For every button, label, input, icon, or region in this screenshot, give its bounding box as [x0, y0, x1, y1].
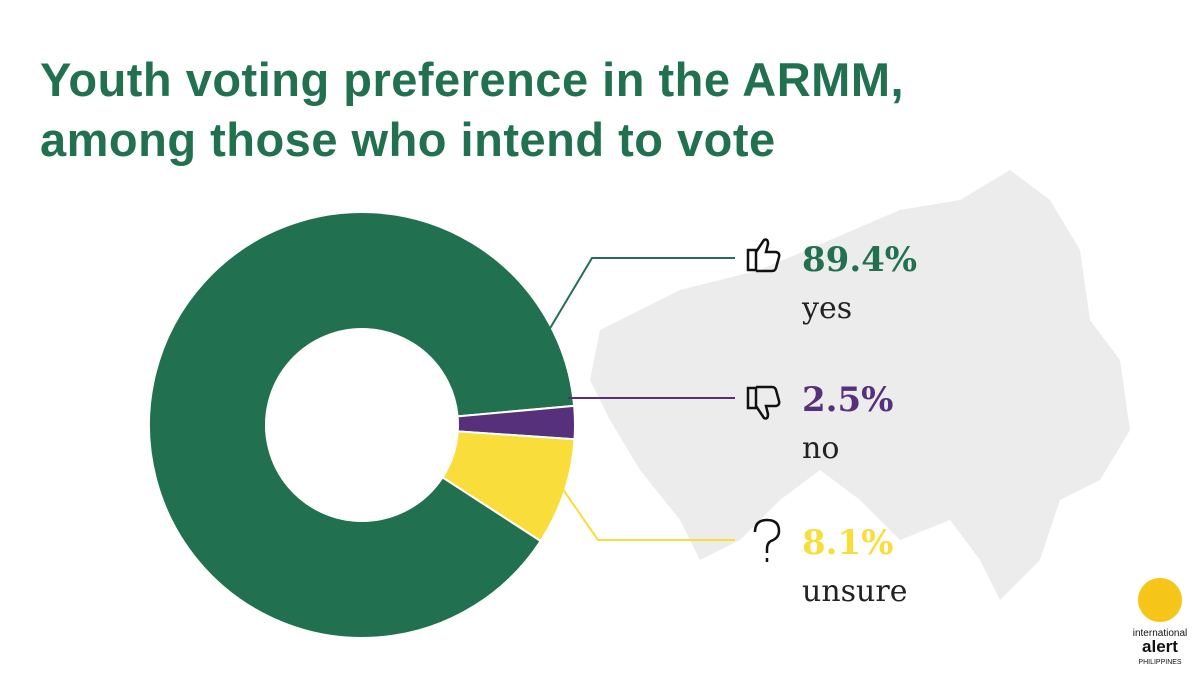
thumbs-down-icon	[746, 385, 781, 420]
category-label: unsure	[802, 574, 907, 609]
leader-line	[548, 257, 735, 331]
icons	[746, 238, 781, 562]
thumbs-up-icon	[746, 238, 781, 273]
value-label: 8.1%	[802, 523, 893, 563]
value-label: 89.4%	[802, 240, 917, 280]
logo-mark	[1138, 578, 1182, 622]
logo-text: PHILIPPINES	[1138, 659, 1182, 666]
question-icon	[753, 518, 781, 562]
leader-line	[561, 487, 735, 541]
logo-text: alert	[1142, 637, 1178, 656]
chart-title: Youth voting preference in the ARMM, amo…	[40, 53, 905, 166]
donut-slice	[441, 430, 576, 543]
category-label: no	[802, 431, 839, 466]
value-label: 2.5%	[802, 380, 893, 420]
category-label: yes	[801, 291, 852, 326]
background-map	[590, 170, 1130, 600]
donut-slice	[148, 211, 576, 639]
logo-text: international	[1133, 628, 1187, 639]
